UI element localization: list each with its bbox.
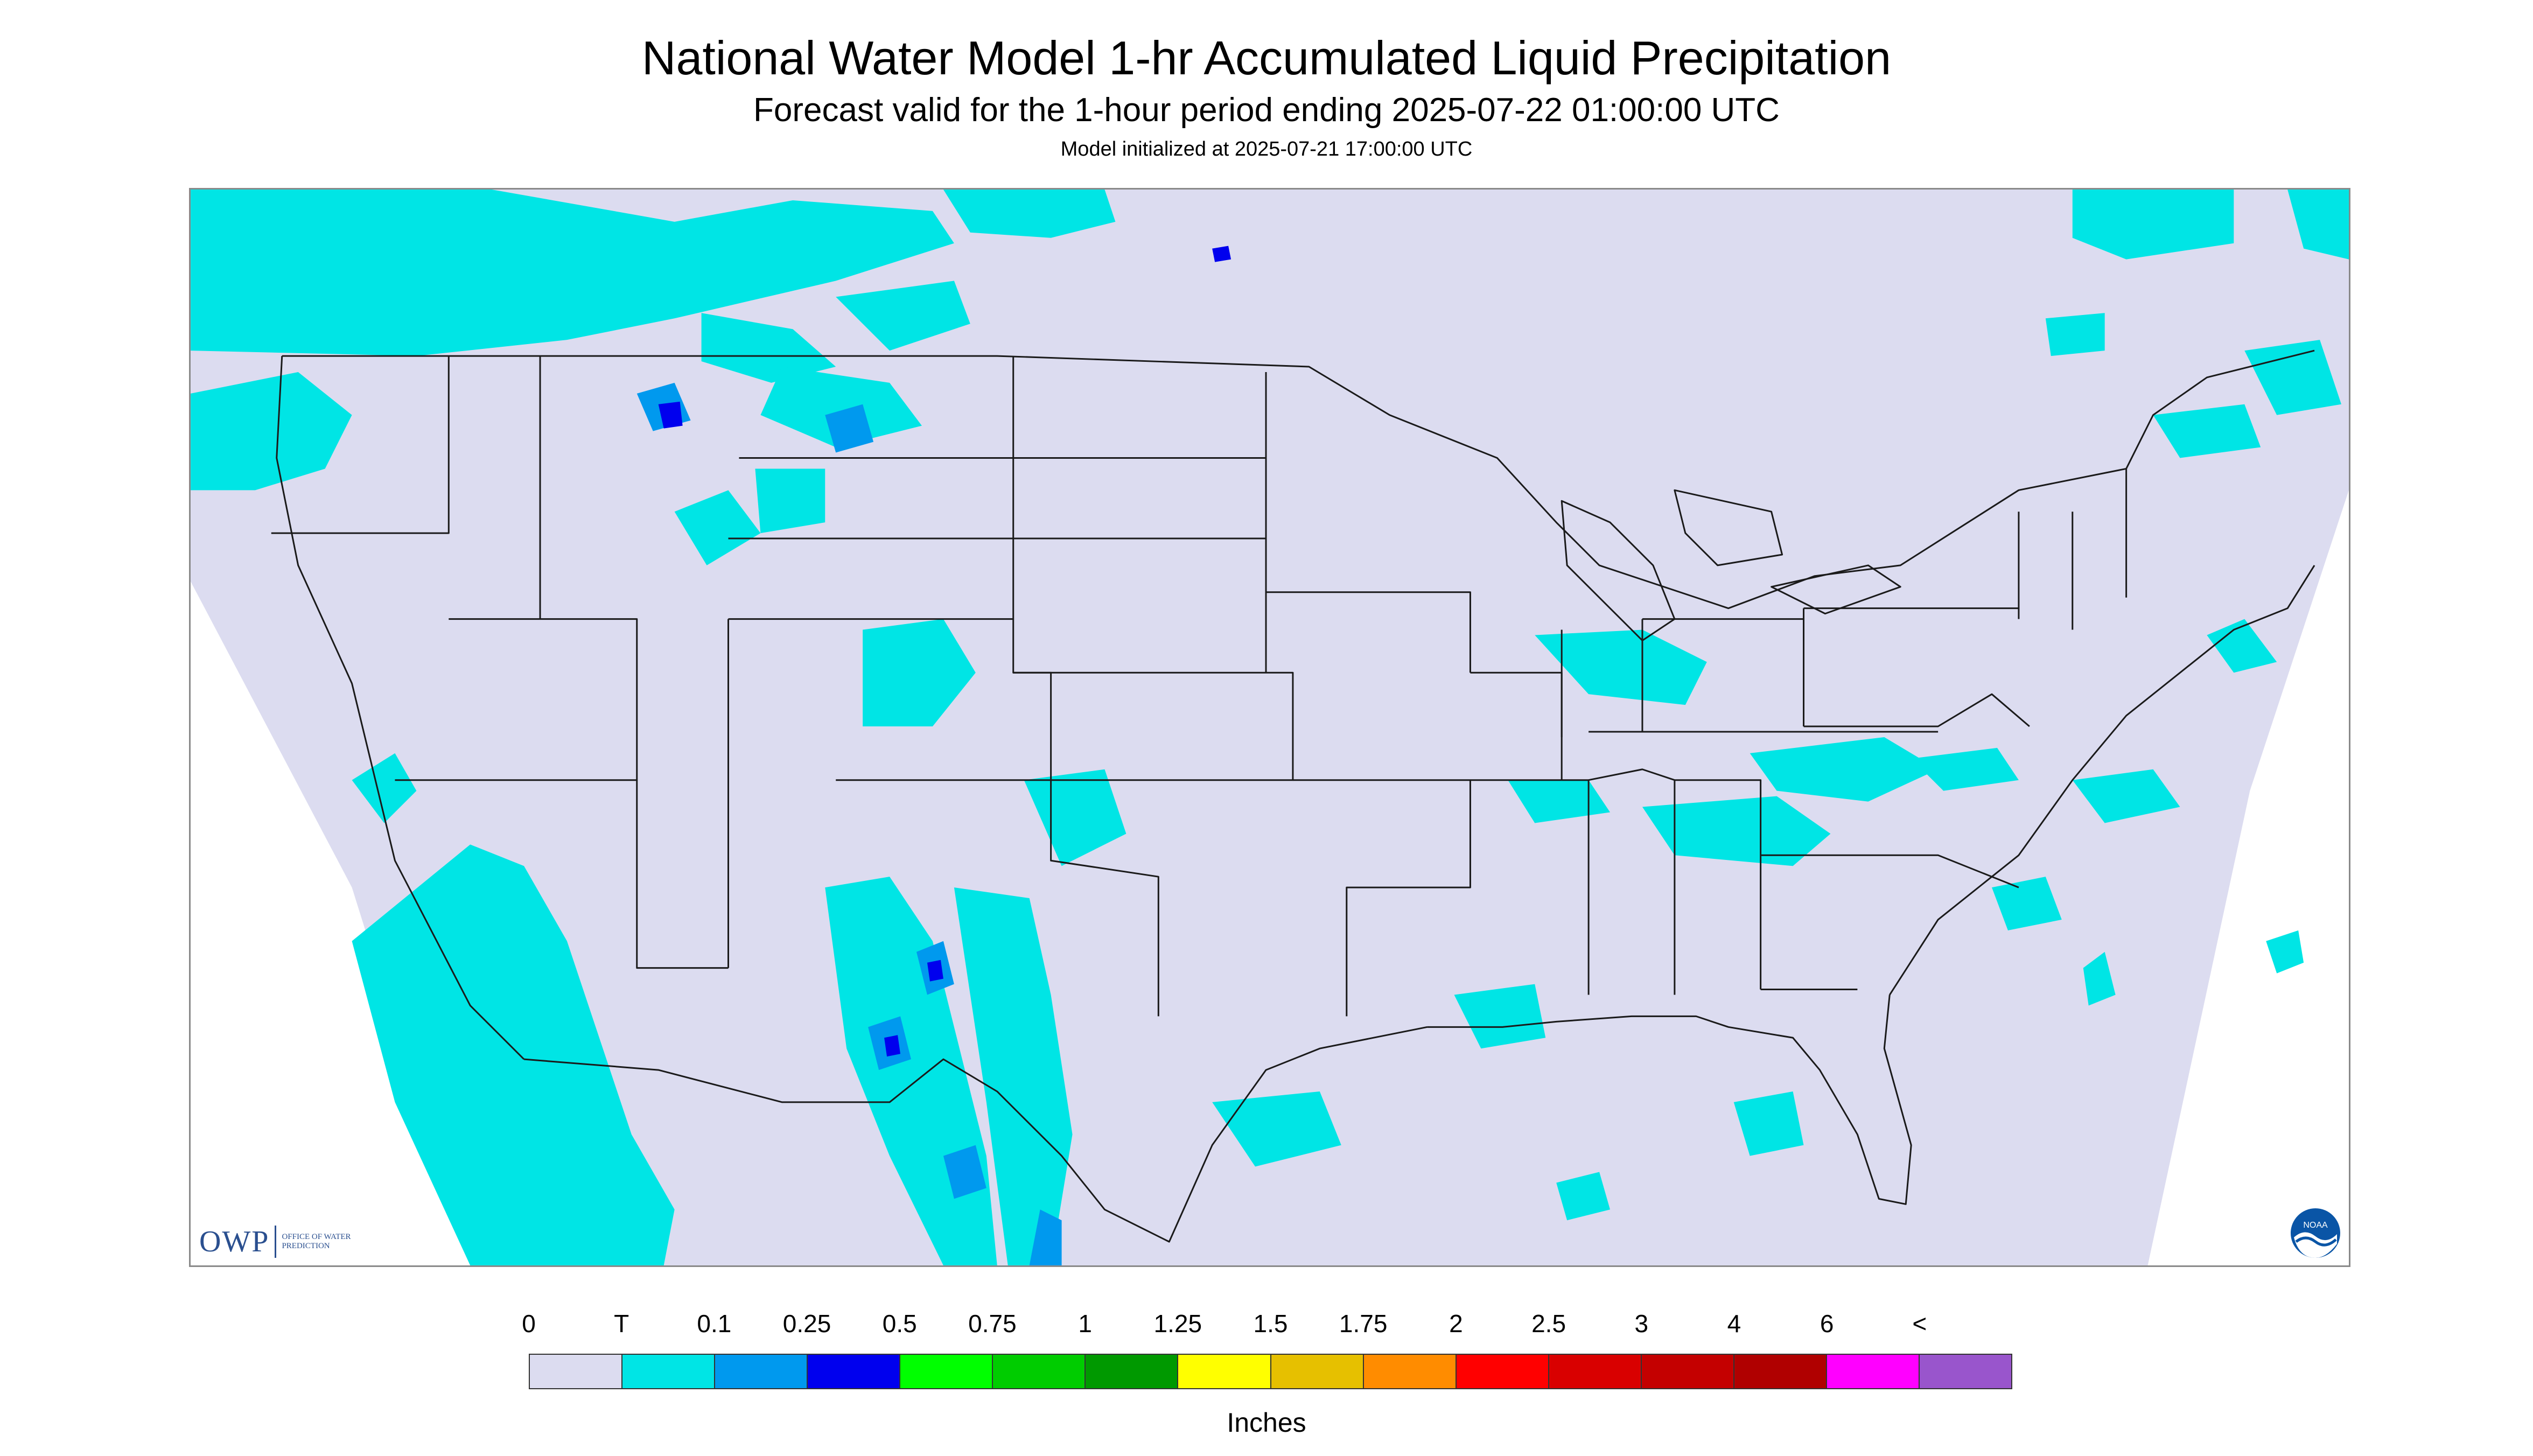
legend-swatch [1363,1355,1457,1388]
legend-labels: 0 T 0.1 0.25 0.5 0.75 1 1.25 1.5 1.75 2 2.5 3 4 6 < [0,1308,2533,1341]
owp-logo-subtext: OFFICE OF WATER PREDICTION [282,1233,351,1250]
precip-core-areas [658,246,1231,1057]
legend-colorbar [529,1354,2012,1389]
legend-tick-label: T [614,1310,629,1338]
legend-swatch [1456,1355,1549,1388]
map-subtitle: Forecast valid for the 1-hour period end… [753,92,1780,129]
legend-swatch [622,1355,716,1388]
legend-tick-label: 2 [1449,1310,1463,1338]
legend-swatch [1641,1355,1734,1388]
legend-tick-label: 1 [1078,1310,1092,1338]
map-title: National Water Model 1-hr Accumulated Li… [641,31,1892,85]
legend-tick-label: 0.1 [697,1310,732,1338]
owp-logo: OWP OFFICE OF WATER PREDICTION [199,1222,362,1261]
map-boundaries [271,349,2315,1243]
legend-swatch [808,1355,901,1388]
owp-logo-text: OWP [199,1225,270,1258]
legend-tick-label: 0.25 [782,1310,831,1338]
legend-tick-label: < [1912,1310,1927,1338]
legend-swatch [1919,1355,2011,1388]
legend-tick-label: 6 [1820,1310,1834,1338]
legend-tick-label: 0.5 [882,1310,917,1338]
svg-text:NOAA: NOAA [2303,1221,2328,1230]
legend-tick-label: 0.75 [968,1310,1017,1338]
legend-tick-label: 3 [1634,1310,1649,1338]
legend-swatch [1271,1355,1364,1388]
map-canvas [191,190,2349,1265]
owp-logo-divider [275,1226,277,1258]
legend-swatch [1086,1355,1179,1388]
legend-swatch [1178,1355,1271,1388]
legend-swatch [993,1355,1086,1388]
model-init-time: Model initialized at 2025-07-21 17:00:00… [1060,138,1473,160]
legend-tick-label: 1.25 [1153,1310,1202,1338]
legend-tick-label: 1.5 [1253,1310,1288,1338]
precip-trace-areas [191,190,2349,1265]
legend-tick-label: 0 [522,1310,536,1338]
legend-tick-label: 4 [1727,1310,1741,1338]
map-domain [191,190,2349,1265]
noaa-logo-icon: NOAA [2291,1208,2340,1258]
legend-units-label: Inches [1227,1408,1306,1438]
legend-swatch [900,1355,993,1388]
legend-tick-label: 2.5 [1531,1310,1566,1338]
legend-tick-label: 1.75 [1339,1310,1388,1338]
legend-swatch [715,1355,808,1388]
precipitation-map[interactable] [189,188,2350,1267]
legend-swatch [1827,1355,1920,1388]
legend-swatch [530,1355,623,1388]
legend-swatch [1734,1355,1827,1388]
legend-swatch [1549,1355,1642,1388]
